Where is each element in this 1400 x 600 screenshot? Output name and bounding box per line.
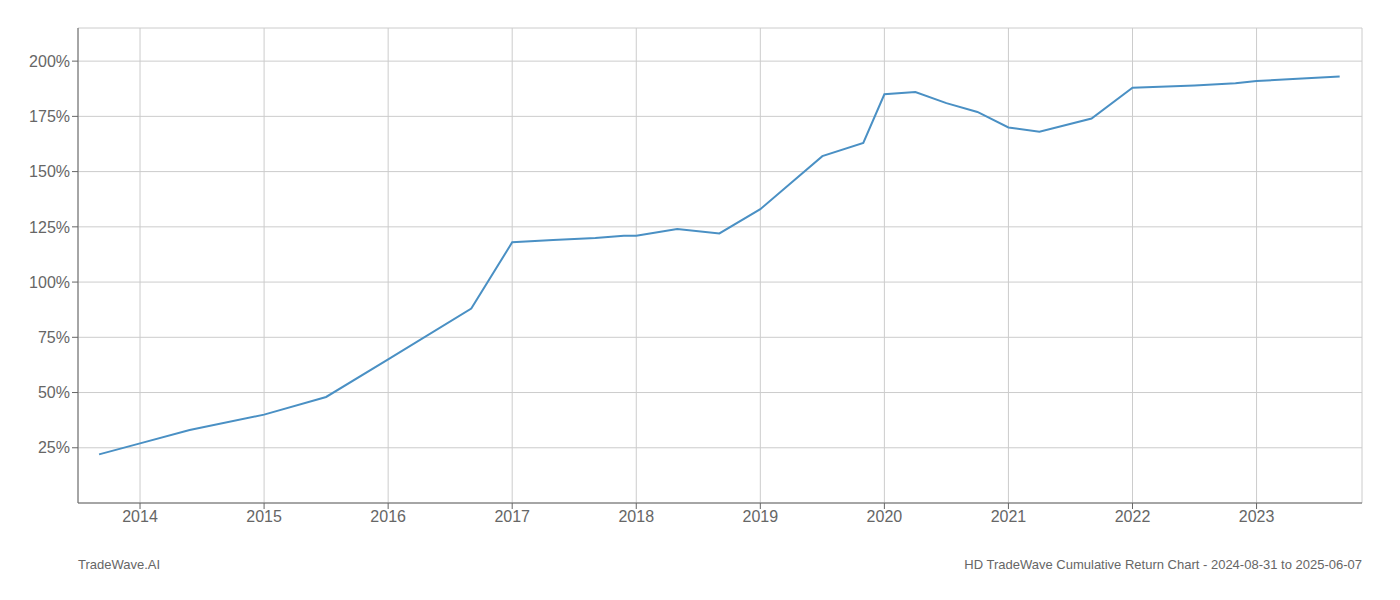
svg-text:2019: 2019 — [743, 508, 779, 525]
svg-text:100%: 100% — [29, 274, 70, 291]
svg-text:2021: 2021 — [991, 508, 1027, 525]
svg-text:125%: 125% — [29, 219, 70, 236]
svg-text:2014: 2014 — [122, 508, 158, 525]
svg-text:2016: 2016 — [370, 508, 406, 525]
svg-text:200%: 200% — [29, 53, 70, 70]
svg-text:25%: 25% — [38, 439, 70, 456]
svg-text:2015: 2015 — [246, 508, 282, 525]
svg-text:2023: 2023 — [1239, 508, 1275, 525]
svg-text:2017: 2017 — [494, 508, 530, 525]
svg-text:150%: 150% — [29, 163, 70, 180]
html-text:TradeWave.AI: TradeWave.AI — [78, 557, 161, 572]
svg-text:50%: 50% — [38, 384, 70, 401]
svg-text:175%: 175% — [29, 108, 70, 125]
svg-text:2018: 2018 — [618, 508, 654, 525]
svg-text:2020: 2020 — [867, 508, 903, 525]
html-text:HD TradeWave Cumulative Return: HD TradeWave Cumulative Return Chart - 2… — [964, 557, 1362, 572]
svg-text:2022: 2022 — [1115, 508, 1151, 525]
svg-text:75%: 75% — [38, 329, 70, 346]
